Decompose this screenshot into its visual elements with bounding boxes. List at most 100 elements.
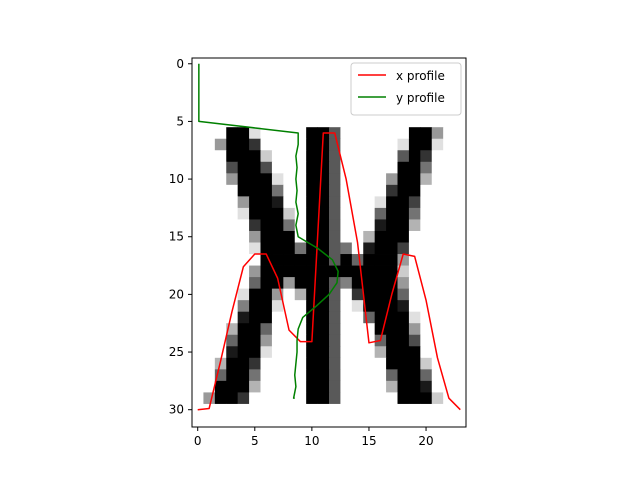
heatmap-cell: [351, 357, 364, 370]
heatmap-cell: [443, 196, 455, 209]
heatmap-cell: [192, 323, 204, 336]
heatmap-cell: [408, 219, 421, 232]
heatmap-cell: [260, 69, 273, 82]
heatmap-cell: [283, 207, 296, 220]
legend-label-y-profile: y profile: [396, 91, 445, 105]
heatmap-cell: [203, 334, 216, 347]
heatmap-cell: [340, 357, 353, 370]
heatmap-cell: [203, 58, 216, 70]
heatmap-cell: [214, 334, 227, 347]
heatmap-cell: [363, 392, 376, 405]
heatmap-cell: [306, 300, 318, 313]
heatmap-cell: [420, 184, 433, 197]
heatmap-cell: [226, 311, 239, 324]
heatmap-cell: [317, 219, 330, 232]
heatmap-cell: [214, 207, 227, 220]
heatmap-cell: [283, 300, 296, 313]
heatmap-cell: [408, 161, 421, 174]
x-tick-label: 10: [304, 434, 319, 448]
heatmap-cell: [203, 369, 216, 382]
heatmap-cell: [260, 81, 273, 93]
heatmap-cell: [317, 380, 330, 393]
heatmap-cell: [271, 369, 284, 382]
heatmap-cell: [408, 127, 421, 140]
heatmap-cell: [374, 219, 387, 232]
heatmap-cell: [397, 207, 410, 220]
heatmap-cell: [386, 196, 398, 209]
heatmap-cell: [374, 346, 387, 359]
heatmap-cell: [192, 346, 204, 359]
heatmap-cell: [317, 69, 330, 82]
heatmap-cell: [214, 369, 227, 382]
heatmap-cell: [306, 403, 318, 416]
heatmap-cell: [249, 81, 261, 93]
series-line-y-profile: [198, 63, 339, 399]
heatmap-cell: [408, 346, 421, 359]
heatmap-cell: [294, 161, 307, 174]
heatmap-cell: [306, 184, 318, 197]
heatmap-cell: [192, 127, 204, 140]
heatmap-cell: [294, 300, 307, 313]
heatmap-cell: [340, 288, 353, 301]
heatmap-cell: [260, 300, 273, 313]
heatmap-cell: [420, 300, 433, 313]
heatmap-cell: [420, 380, 433, 393]
heatmap-cell: [294, 369, 307, 382]
heatmap-cell: [271, 403, 284, 416]
heatmap-cell: [203, 161, 216, 174]
heatmap-cell: [351, 207, 364, 220]
heatmap-cell: [294, 392, 307, 405]
heatmap-cell: [260, 230, 273, 243]
heatmap-cell: [431, 219, 444, 232]
heatmap-cell: [397, 288, 410, 301]
heatmap-cell: [431, 127, 444, 140]
heatmap-cell: [271, 392, 284, 405]
heatmap-cell: [237, 173, 250, 186]
heatmap-cell: [431, 196, 444, 209]
heatmap-cell: [386, 115, 398, 128]
heatmap-cell: [271, 288, 284, 301]
heatmap-cell: [431, 230, 444, 243]
heatmap-cell: [397, 184, 410, 197]
heatmap-cell: [386, 403, 398, 416]
heatmap-cell: [203, 311, 216, 324]
heatmap-cell: [249, 196, 261, 209]
heatmap-cell: [192, 254, 204, 266]
heatmap-cell: [260, 288, 273, 301]
heatmap-cell: [260, 277, 273, 290]
heatmap-cell: [317, 288, 330, 301]
heatmap-cell: [443, 254, 455, 266]
heatmap-cell: [431, 392, 444, 405]
heatmap-cell: [271, 334, 284, 347]
heatmap-cell: [317, 254, 330, 266]
heatmap-cell: [386, 242, 398, 255]
heatmap-cell: [203, 277, 216, 290]
heatmap-cell: [237, 69, 250, 82]
heatmap-cell: [329, 277, 341, 290]
series-line-x-profile: [197, 132, 461, 411]
heatmap-cell: [317, 242, 330, 255]
heatmap-cell: [306, 115, 318, 128]
heatmap-cell: [192, 58, 204, 70]
heatmap-cell: [306, 357, 318, 370]
heatmap-cell: [260, 161, 273, 174]
heatmap-cell: [374, 242, 387, 255]
heatmap-cell: [283, 403, 296, 416]
heatmap-cell: [214, 161, 227, 174]
heatmap-cell: [397, 357, 410, 370]
heatmap-cell: [420, 230, 433, 243]
heatmap-cell: [226, 104, 239, 117]
heatmap-cell: [249, 334, 261, 347]
heatmap-cell: [431, 138, 444, 151]
heatmap-cell: [237, 380, 250, 393]
heatmap-cell: [226, 323, 239, 336]
heatmap-cell: [249, 219, 261, 232]
heatmap-cell: [443, 138, 455, 151]
heatmap-cell: [214, 357, 227, 370]
heatmap-cell: [294, 334, 307, 347]
x-tick-label: 15: [361, 434, 376, 448]
heatmap-cell: [249, 323, 261, 336]
heatmap-cell: [363, 323, 376, 336]
heatmap-cell: [226, 81, 239, 93]
heatmap-cell: [271, 265, 284, 278]
